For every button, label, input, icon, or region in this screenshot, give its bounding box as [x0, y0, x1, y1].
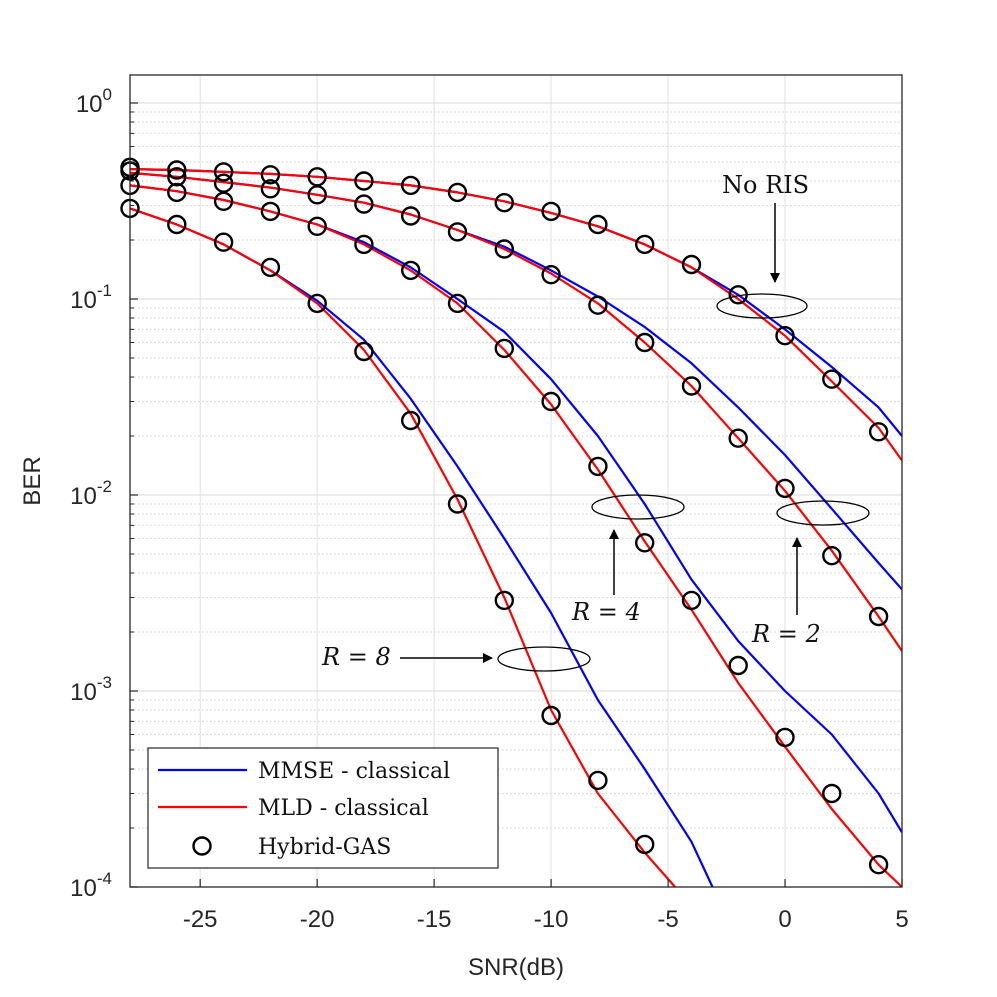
- hybrid-gas-point: [588, 456, 608, 477]
- hybrid-gas-point: [681, 254, 702, 275]
- hybrid-gas-point: [260, 257, 281, 278]
- hybrid-gas-point: [447, 182, 468, 203]
- annotations: No RIS R = 2 R = 4 R = 8: [321, 171, 870, 672]
- hybrid-gas-point: [494, 590, 514, 611]
- hybrid-gas-point: [494, 239, 514, 259]
- annotation-r4-label: R = 4: [571, 598, 641, 626]
- hybrid-gas-point: [213, 162, 234, 182]
- hybrid-gas-point: [822, 546, 842, 566]
- x-tick-label: -5: [657, 906, 678, 933]
- annotation-r2-ellipse: [776, 500, 870, 526]
- hybrid-gas-point: [167, 167, 187, 187]
- x-tick-label: 5: [895, 906, 908, 933]
- hybrid-gas-point: [775, 727, 795, 748]
- hybrid-gas-point: [681, 376, 702, 396]
- hybrid-gas-point: [354, 171, 374, 191]
- hybrid-gas-point: [728, 428, 748, 448]
- axes-box: [129, 74, 903, 888]
- x-tick-label: -15: [417, 906, 452, 933]
- hybrid-gas-point: [775, 326, 795, 346]
- annotation-no-ris-ellipse: [716, 293, 808, 319]
- hybrid-gas-point: [541, 201, 561, 222]
- hybrid-gas-point: [494, 338, 514, 359]
- x-tick-label: -25: [183, 906, 218, 933]
- hybrid-gas-point: [494, 192, 514, 213]
- x-tick-label: 0: [778, 906, 791, 933]
- hybrid-gas-point: [307, 216, 327, 237]
- hybrid-gas-point: [307, 185, 327, 205]
- minor-grid: [130, 111, 902, 829]
- hybrid-gas-point: [447, 494, 468, 514]
- x-axis-label: SNR(dB): [468, 954, 564, 981]
- y-tick-label: 100: [76, 85, 112, 118]
- hybrid-gas-point: [260, 201, 281, 222]
- hybrid-gas-point: [635, 533, 655, 553]
- annotation-no-ris-label: No RIS: [722, 171, 809, 199]
- annotation-r4-ellipse: [591, 494, 685, 520]
- hybrid-gas-point: [401, 260, 421, 281]
- hybrid-gas-point: [354, 341, 374, 362]
- hybrid-gas-point: [213, 191, 234, 212]
- hybrid-gas-point: [401, 410, 421, 431]
- hybrid-gas-point: [354, 194, 374, 214]
- annotation-r8-ellipse: [497, 646, 591, 672]
- hybrid-gas-point: [447, 222, 468, 242]
- hybrid-gas-point: [588, 214, 608, 235]
- x-tick-labels: -25 -20 -15 -10 -5 0 5: [183, 906, 909, 933]
- hybrid-gas-point: [588, 295, 608, 315]
- hybrid-gas-point: [541, 705, 561, 726]
- hybrid-gas-point: [775, 478, 795, 499]
- hybrid-gas-point: [447, 293, 468, 314]
- annotation-r8-label: R = 8: [321, 643, 391, 671]
- hybrid-gas-point: [635, 834, 655, 855]
- y-axis-label: BER: [19, 456, 46, 505]
- mld-line-group-4: [130, 207, 676, 887]
- hybrid-gas-point: [635, 234, 655, 255]
- annotation-r2-label: R = 2: [751, 620, 821, 648]
- hybrid-gas-point: [728, 655, 748, 676]
- hybrid-gas-point: [541, 391, 561, 412]
- hybrid-gas-point: [260, 165, 281, 185]
- hybrid-gas-point: [401, 175, 421, 196]
- hybrid-gas-point: [635, 332, 655, 353]
- y-tick-label: 10-1: [70, 281, 112, 314]
- hybrid-gas-point: [167, 214, 187, 235]
- legend-hybrid-swatch: [192, 836, 212, 856]
- hybrid-gas-point: [213, 232, 234, 252]
- hybrid-gas-point: [401, 206, 421, 226]
- legend-mld-label: MLD - classical: [258, 796, 429, 821]
- tick-marks: [130, 102, 903, 888]
- y-tick-label: 10-2: [70, 477, 112, 510]
- legend-mmse-label: MMSE - classical: [258, 759, 450, 784]
- y-tick-label: 10-4: [70, 869, 112, 902]
- hybrid-gas-point: [354, 234, 374, 255]
- x-tick-label: -10: [534, 906, 569, 933]
- hybrid-gas-point: [260, 179, 281, 199]
- hybrid-gas-point: [681, 590, 702, 611]
- hybrid-gas-point: [307, 293, 327, 314]
- y-tick-labels: 100 10-1 10-2 10-3 10-4: [70, 85, 112, 902]
- x-tick-label: -20: [300, 906, 335, 933]
- y-tick-label: 10-3: [70, 673, 112, 706]
- hybrid-gas-point: [588, 770, 608, 791]
- hybrid-gas-point: [868, 855, 889, 875]
- hybrid-gas-point: [541, 265, 561, 285]
- legend-hybrid-label: Hybrid-GAS: [258, 835, 391, 860]
- hybrid-gas-point: [167, 182, 187, 203]
- hybrid-gas-point: [822, 783, 842, 804]
- hybrid-gas-point: [167, 160, 187, 180]
- hybrid-gas-point: [822, 369, 842, 389]
- hybrid-gas-point: [868, 422, 889, 442]
- hybrid-gas-point: [868, 606, 889, 627]
- legend: MMSE - classical MLD - classical Hybrid-…: [147, 747, 499, 869]
